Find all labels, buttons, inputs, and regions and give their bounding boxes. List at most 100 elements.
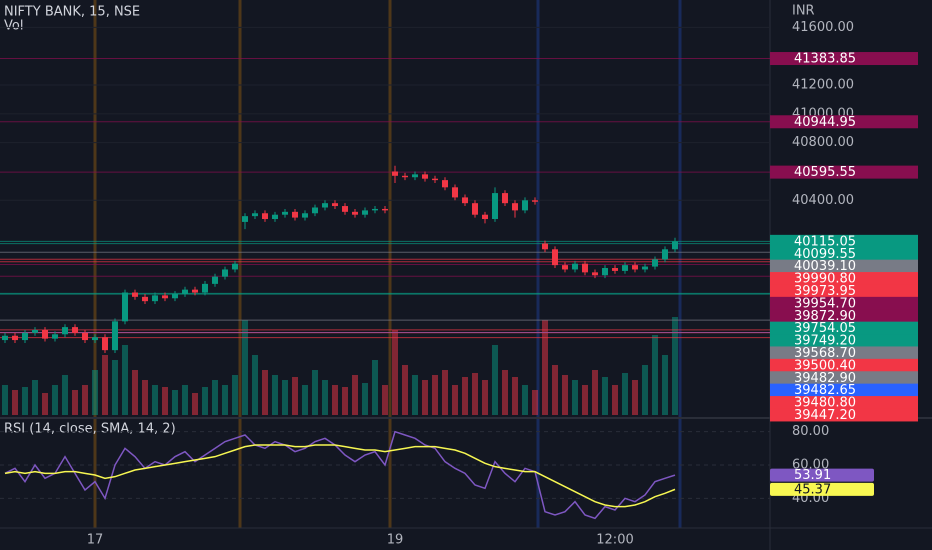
y-tick-label: 80.00 xyxy=(792,424,829,439)
volume-bar xyxy=(222,385,228,415)
volume-bar xyxy=(2,385,8,415)
candle-body xyxy=(182,289,188,294)
price-label: 40099.55 xyxy=(794,247,856,262)
candle-body xyxy=(332,203,338,207)
volume-bar xyxy=(262,370,268,415)
price-label: 39990.80 xyxy=(794,272,856,287)
candle-body xyxy=(192,289,198,293)
value-label: 53.91 xyxy=(794,468,831,483)
volume-bar xyxy=(562,375,568,415)
value-label-box xyxy=(770,482,874,496)
volume-bar xyxy=(112,360,118,415)
price-label: 39482.90 xyxy=(794,371,856,386)
candle-body xyxy=(652,259,658,267)
candle-body xyxy=(622,265,628,271)
y-tick-label: 40400.00 xyxy=(792,193,854,208)
volume-bar xyxy=(602,377,608,415)
volume-bar xyxy=(462,377,468,415)
volume-bar xyxy=(292,377,298,415)
volume-bar xyxy=(242,320,248,415)
candle-body xyxy=(422,174,428,179)
candle-body xyxy=(342,206,348,212)
volume-bar xyxy=(332,385,338,415)
price-label-box xyxy=(770,272,918,286)
candle-body xyxy=(142,296,148,302)
price-label-box xyxy=(770,346,918,360)
volume-bar xyxy=(482,380,488,415)
volume-bar xyxy=(382,385,388,415)
price-label-box xyxy=(770,234,918,248)
volume-bar xyxy=(662,355,668,415)
candle-body xyxy=(242,216,248,222)
candle-body xyxy=(172,293,178,299)
price-label-box xyxy=(770,52,918,66)
value-label: 45.37 xyxy=(794,482,831,497)
candle-body xyxy=(432,178,438,181)
x-tick-label: 12:00 xyxy=(596,533,633,548)
volume-bar xyxy=(532,390,538,415)
candle-body xyxy=(12,335,18,341)
price-label-box xyxy=(770,358,918,372)
x-tick-label: 19 xyxy=(387,533,404,548)
candle-body xyxy=(552,249,558,266)
volume-bar xyxy=(22,387,28,415)
volume-bar xyxy=(422,380,428,415)
candle-body xyxy=(592,272,598,276)
candle-body xyxy=(642,266,648,270)
price-label-box xyxy=(770,334,918,348)
price-label-box xyxy=(770,396,918,410)
volume-bar xyxy=(122,345,128,415)
volume-bar xyxy=(472,373,478,415)
volume-bar xyxy=(12,390,18,415)
price-label-box xyxy=(770,383,918,397)
volume-bar xyxy=(132,370,138,415)
volume-bar xyxy=(142,380,148,415)
candle-body xyxy=(202,283,208,293)
series-line xyxy=(4,430,676,520)
symbol-title: NIFTY BANK, 15, NSE xyxy=(4,5,140,20)
price-label: 40039.10 xyxy=(794,259,856,274)
candle-body xyxy=(132,292,138,297)
candle-body xyxy=(612,268,618,271)
candle-body xyxy=(282,211,288,215)
volume-bar xyxy=(172,390,178,415)
price-label: 39482.65 xyxy=(794,383,856,398)
price-label-box xyxy=(770,247,918,261)
candle-body xyxy=(252,213,258,217)
candle-body xyxy=(62,327,68,335)
volume-bar xyxy=(492,345,498,415)
volume-bar xyxy=(232,375,238,415)
candle-body xyxy=(362,210,368,215)
price-label: 39568.70 xyxy=(794,346,856,361)
candle-body xyxy=(82,332,88,341)
candle-body xyxy=(392,171,398,176)
volume-bar xyxy=(352,375,358,415)
volume-bar xyxy=(542,320,548,415)
candle-body xyxy=(662,249,668,260)
candle-body xyxy=(92,337,98,341)
price-label: 39500.40 xyxy=(794,358,856,373)
price-label: 39480.80 xyxy=(794,396,856,411)
volume-bar xyxy=(192,393,198,415)
price-label: 40944.95 xyxy=(794,115,856,130)
candle-body xyxy=(222,269,228,277)
candle-body xyxy=(152,295,158,302)
y-tick-label: 41200.00 xyxy=(792,78,854,93)
candle-body xyxy=(52,334,58,339)
candle-body xyxy=(462,197,468,204)
volume-bar xyxy=(402,365,408,415)
candle-body xyxy=(272,214,278,220)
candle-body xyxy=(402,175,408,178)
price-label-box xyxy=(770,408,918,422)
candle-body xyxy=(482,214,488,220)
volume-bar xyxy=(32,380,38,415)
price-label: 40115.05 xyxy=(794,234,856,249)
price-label-box xyxy=(770,371,918,385)
volume-bar xyxy=(522,385,528,415)
volume-bar xyxy=(552,365,558,415)
price-label-box xyxy=(770,165,918,179)
candle-body xyxy=(572,263,578,270)
candle-body xyxy=(302,213,308,218)
price-label: 39749.20 xyxy=(794,334,856,349)
candle-body xyxy=(502,193,508,204)
